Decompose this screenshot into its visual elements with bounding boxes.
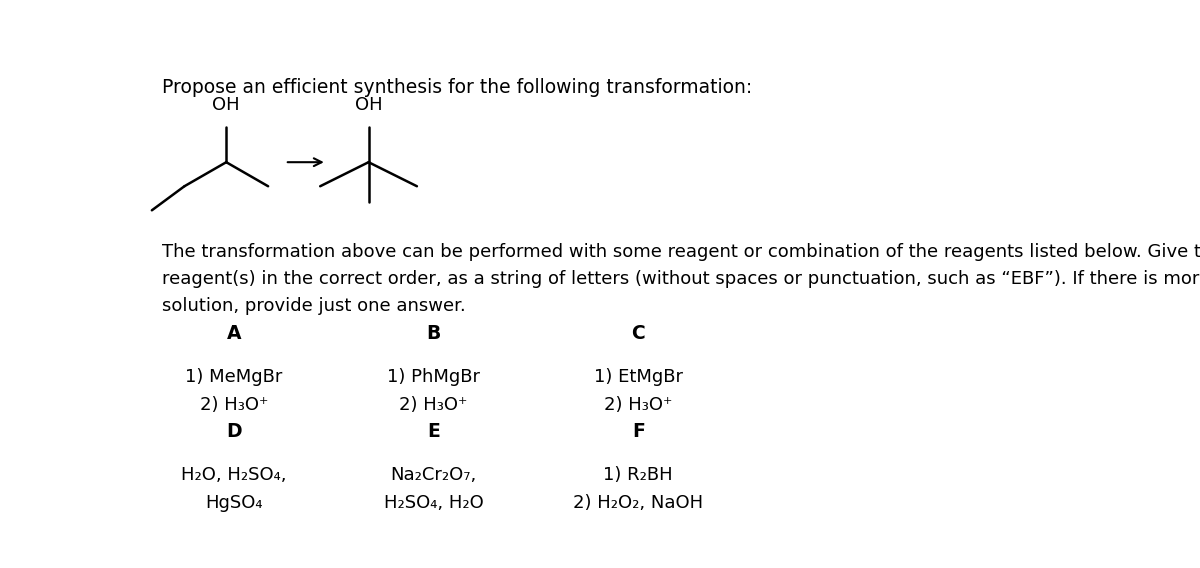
- Text: 1) MeMgBr
2) H₃O⁺: 1) MeMgBr 2) H₃O⁺: [185, 367, 282, 414]
- Text: 1) R₂BH
2) H₂O₂, NaOH: 1) R₂BH 2) H₂O₂, NaOH: [574, 466, 703, 512]
- Text: The transformation above can be performed with some reagent or combination of th: The transformation above can be performe…: [162, 243, 1200, 315]
- Text: 1) EtMgBr
2) H₃O⁺: 1) EtMgBr 2) H₃O⁺: [594, 367, 683, 414]
- Text: Na₂Cr₂O₇,
H₂SO₄, H₂O: Na₂Cr₂O₇, H₂SO₄, H₂O: [384, 466, 484, 512]
- Text: A: A: [227, 324, 241, 343]
- Text: F: F: [632, 423, 644, 441]
- Text: C: C: [631, 324, 646, 343]
- Text: Propose an efficient synthesis for the following transformation:: Propose an efficient synthesis for the f…: [162, 78, 752, 97]
- Text: 1) PhMgBr
2) H₃O⁺: 1) PhMgBr 2) H₃O⁺: [388, 367, 480, 414]
- Text: B: B: [426, 324, 440, 343]
- Text: D: D: [226, 423, 241, 441]
- Text: E: E: [427, 423, 440, 441]
- Text: H₂O, H₂SO₄,
HgSO₄: H₂O, H₂SO₄, HgSO₄: [181, 466, 287, 512]
- Text: OH: OH: [212, 96, 240, 114]
- Text: OH: OH: [355, 96, 383, 114]
